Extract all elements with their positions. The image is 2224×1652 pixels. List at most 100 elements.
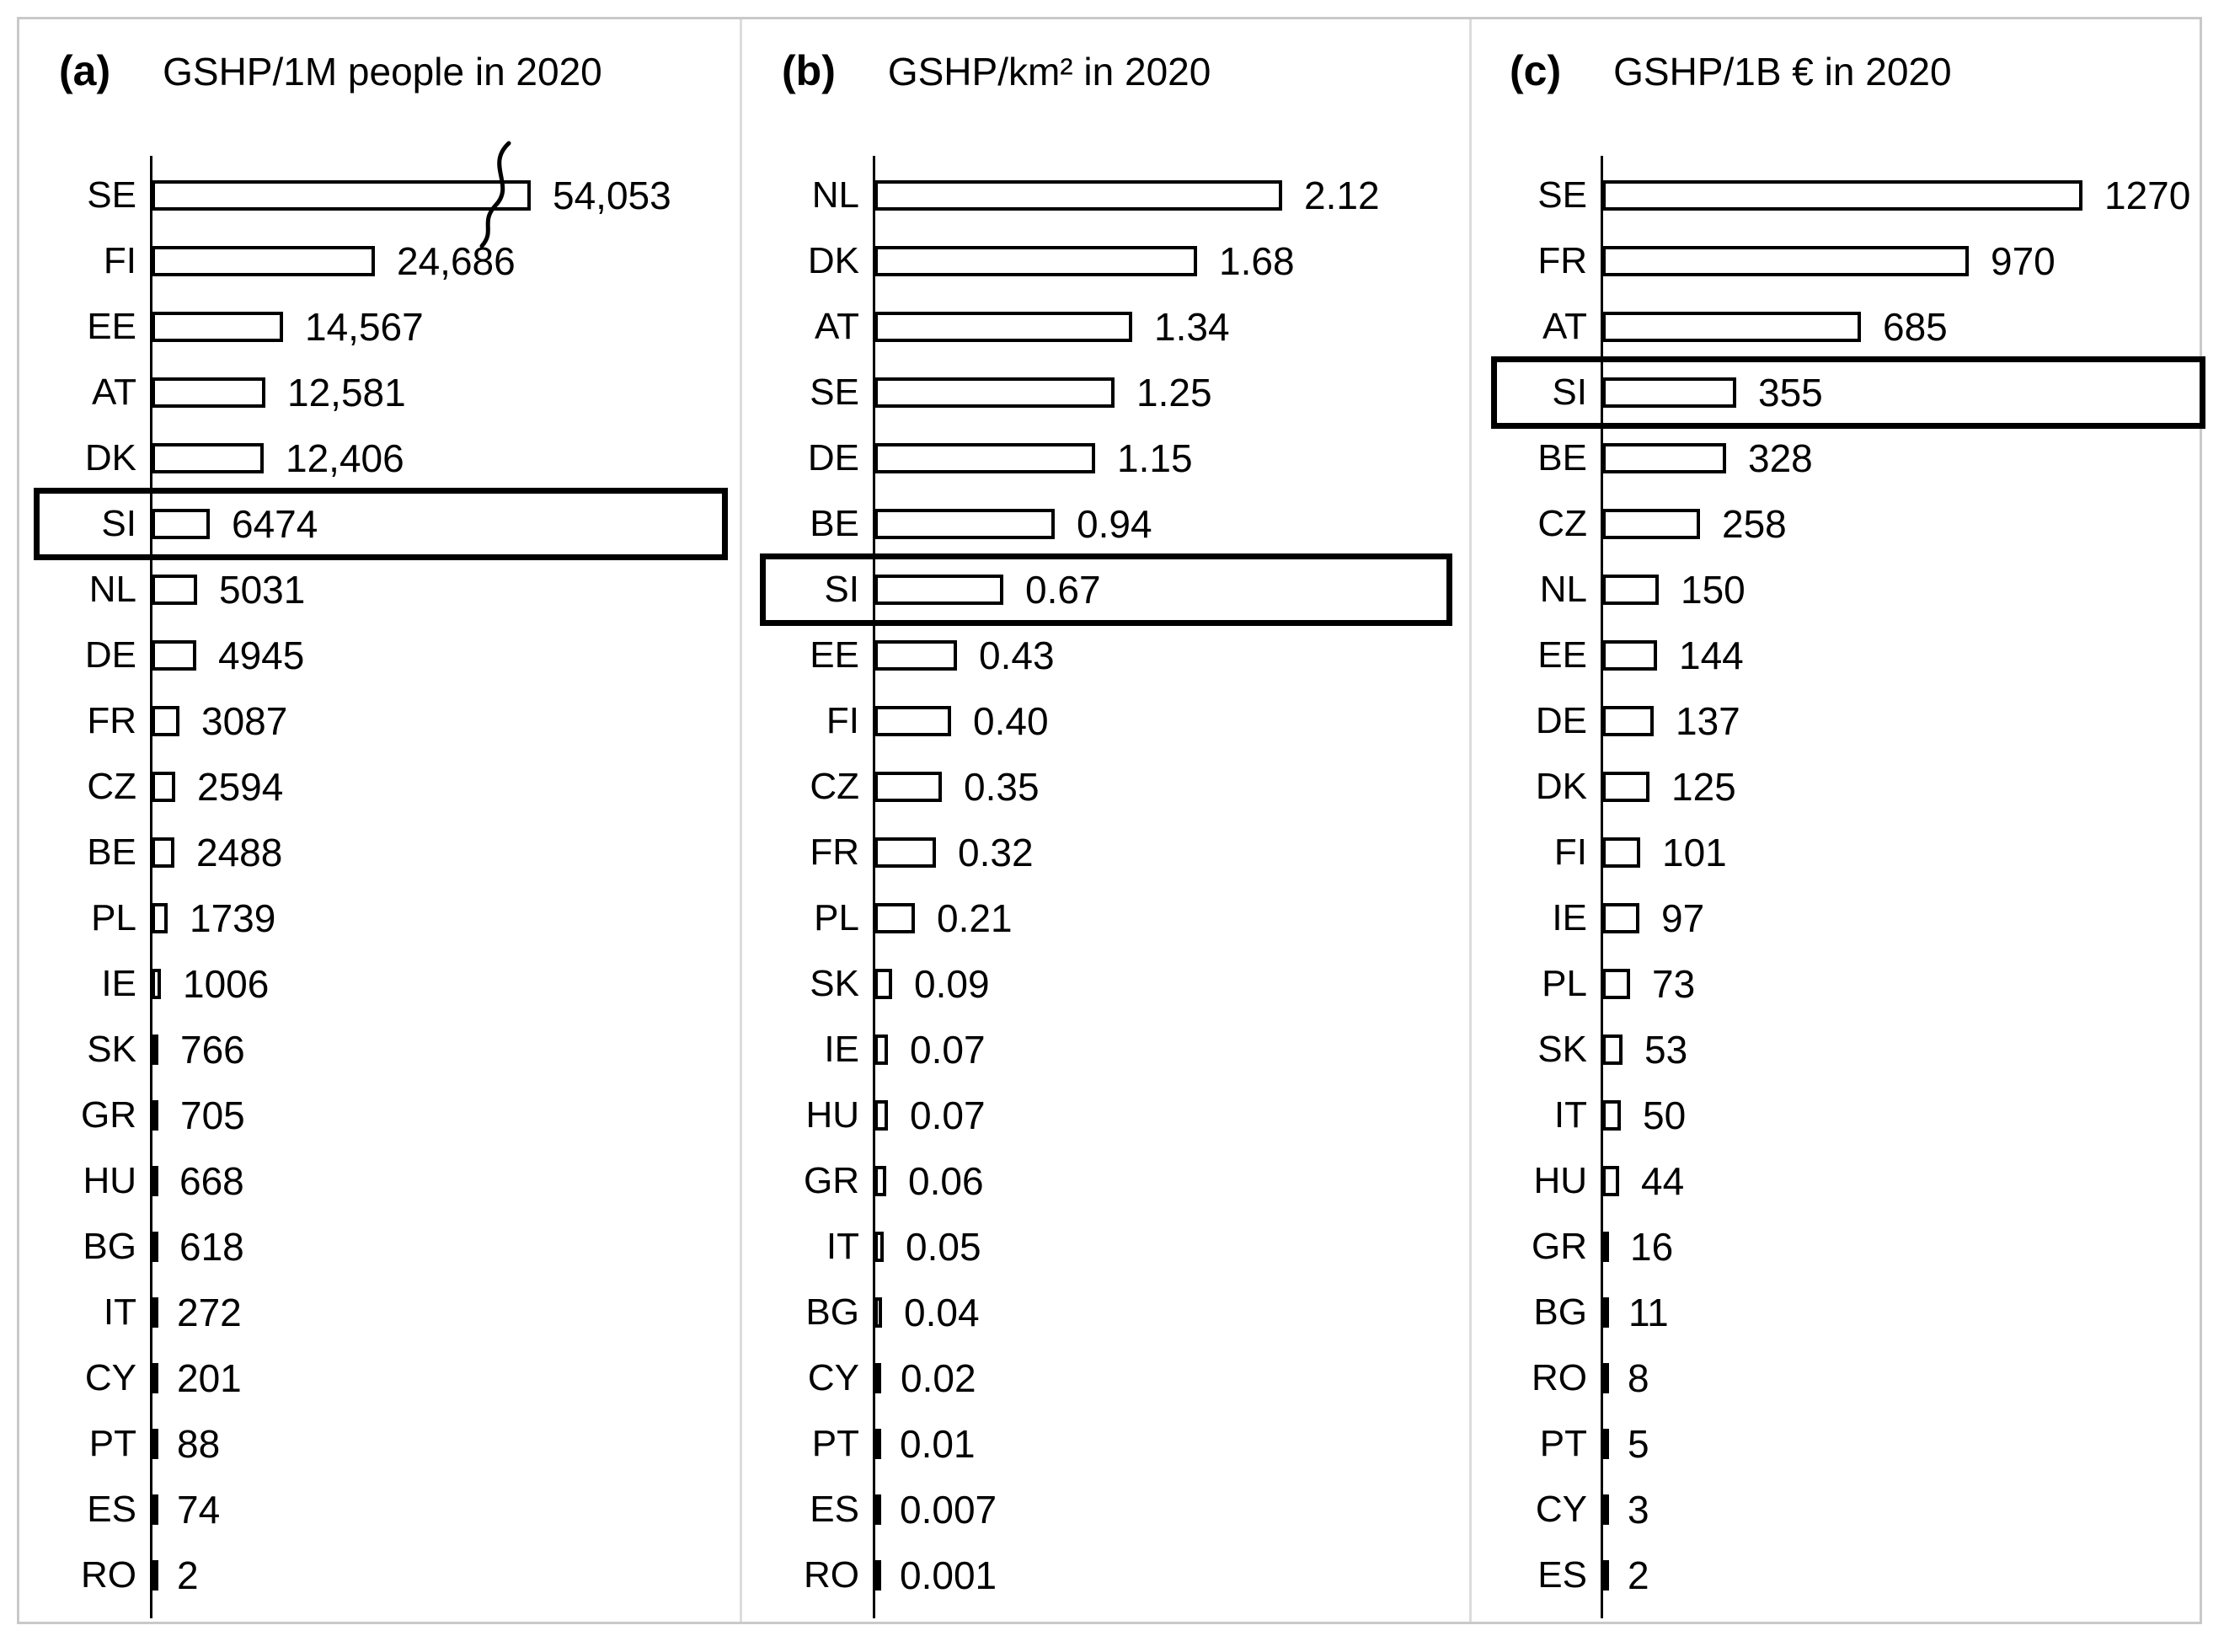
- value-label-nl: 5031: [219, 568, 306, 612]
- value-label-si: 6474: [232, 502, 318, 546]
- bar-dk: [1602, 772, 1649, 802]
- value-label-fr: 3087: [201, 699, 288, 743]
- country-label-bg: BG: [1533, 1291, 1587, 1333]
- value-label-bg: 0.04: [904, 1291, 980, 1334]
- value-label-dk: 125: [1671, 765, 1736, 809]
- bar-gr: [152, 1100, 158, 1131]
- bar-cy: [1602, 1494, 1609, 1525]
- country-label-fi: FI: [826, 700, 859, 741]
- value-label-it: 50: [1643, 1093, 1687, 1137]
- value-label-cz: 0.35: [964, 765, 1040, 809]
- bar-de: [152, 640, 196, 671]
- bar-fr: [874, 837, 936, 868]
- bar-it: [874, 1232, 884, 1262]
- bar-se: [1602, 180, 2082, 211]
- value-label-es: 74: [177, 1488, 221, 1532]
- value-label-ee: 144: [1679, 634, 1744, 677]
- bar-es: [874, 1494, 881, 1525]
- bar-pt: [1602, 1429, 1609, 1459]
- country-label-hu: HU: [805, 1094, 859, 1136]
- bar-sk: [874, 969, 892, 999]
- country-label-sk: SK: [810, 963, 859, 1004]
- value-label-sk: 0.09: [914, 962, 990, 1006]
- panel-c-header: (c) GSHP/1B € in 2020: [1510, 46, 1952, 95]
- value-label-gr: 16: [1630, 1225, 1674, 1269]
- bar-be: [152, 837, 174, 868]
- value-label-hu: 44: [1641, 1159, 1685, 1203]
- bar-nl: [874, 180, 1282, 211]
- bar-ro: [152, 1560, 158, 1591]
- country-label-bg: BG: [805, 1291, 859, 1333]
- country-label-gr: GR: [1532, 1226, 1587, 1267]
- country-label-sk: SK: [87, 1029, 136, 1070]
- value-label-ee: 14,567: [305, 305, 424, 349]
- value-label-at: 12,581: [287, 371, 406, 414]
- country-label-it: IT: [103, 1291, 136, 1333]
- country-label-si: SI: [1552, 372, 1587, 413]
- value-label-pt: 5: [1628, 1422, 1649, 1466]
- country-label-cy: CY: [84, 1357, 136, 1398]
- bar-ee: [874, 640, 957, 671]
- panel-a: (a) GSHP/1M people in 2020 SE 54,053 FI 24,…: [34, 19, 733, 1620]
- country-label-pl: PL: [91, 897, 136, 938]
- country-label-fr: FR: [87, 700, 136, 741]
- panel-c-title: GSHP/1B € in 2020: [1613, 50, 1952, 94]
- value-label-bg: 11: [1628, 1291, 1669, 1334]
- panel-b-letter: (b): [782, 47, 836, 94]
- country-label-bg: BG: [83, 1226, 136, 1267]
- value-label-se: 54,053: [553, 174, 671, 217]
- bar-ro: [874, 1560, 881, 1591]
- value-label-ee: 0.43: [979, 634, 1055, 677]
- panel-c: (c) GSHP/1B € in 2020 SE 1270 FR 970 AT 685 SI…: [1484, 19, 2205, 1620]
- value-label-ie: 0.07: [910, 1028, 986, 1072]
- country-label-cz: CZ: [87, 766, 136, 807]
- country-label-sk: SK: [1537, 1029, 1587, 1070]
- bar-si: [152, 509, 210, 539]
- country-label-de: DE: [84, 634, 136, 676]
- country-label-be: BE: [87, 831, 136, 873]
- country-label-at: AT: [1542, 306, 1587, 347]
- value-label-fi: 101: [1662, 831, 1727, 874]
- country-label-ie: IE: [101, 963, 136, 1004]
- bar-hu: [152, 1166, 158, 1196]
- country-label-pt: PT: [1539, 1423, 1587, 1464]
- bar-nl: [152, 575, 197, 605]
- panel-c-letter: (c): [1510, 47, 1562, 94]
- country-label-pl: PL: [1542, 963, 1587, 1004]
- value-label-se: 1270: [2104, 174, 2191, 217]
- panel-b-title: GSHP/km² in 2020: [887, 50, 1211, 94]
- bar-ie: [1602, 903, 1639, 933]
- bar-pl: [874, 903, 915, 933]
- panel-a-header: (a) GSHP/1M people in 2020: [59, 46, 602, 95]
- panel-a-title: GSHP/1M people in 2020: [163, 50, 602, 94]
- value-label-fr: 970: [1991, 239, 2056, 283]
- bar-sk: [152, 1035, 158, 1065]
- country-label-fi: FI: [103, 240, 136, 281]
- country-label-es: ES: [87, 1489, 136, 1530]
- bar-pt: [874, 1429, 881, 1459]
- value-label-gr: 0.06: [908, 1159, 984, 1203]
- y-axis-line: [1601, 156, 1603, 1618]
- value-label-at: 685: [1883, 305, 1948, 349]
- value-label-si: 0.67: [1025, 568, 1101, 612]
- country-label-it: IT: [1553, 1094, 1587, 1136]
- country-label-dk: DK: [807, 240, 859, 281]
- bar-it: [1602, 1100, 1621, 1131]
- country-label-fr: FR: [810, 831, 859, 873]
- value-label-ie: 1006: [183, 962, 270, 1006]
- value-label-es: 2: [1628, 1553, 1649, 1597]
- country-label-si: SI: [101, 503, 136, 544]
- bar-bg: [874, 1297, 882, 1328]
- value-label-se: 1.25: [1136, 371, 1212, 414]
- bar-es: [1602, 1560, 1609, 1591]
- value-label-fr: 0.32: [958, 831, 1034, 874]
- value-label-pl: 1739: [190, 896, 276, 940]
- bar-bg: [152, 1232, 158, 1262]
- highlight-box-si: [760, 553, 1452, 626]
- country-label-be: BE: [810, 503, 859, 544]
- bar-se: [152, 180, 531, 211]
- value-label-it: 272: [177, 1291, 242, 1334]
- bar-es: [152, 1494, 158, 1525]
- country-label-cz: CZ: [1537, 503, 1587, 544]
